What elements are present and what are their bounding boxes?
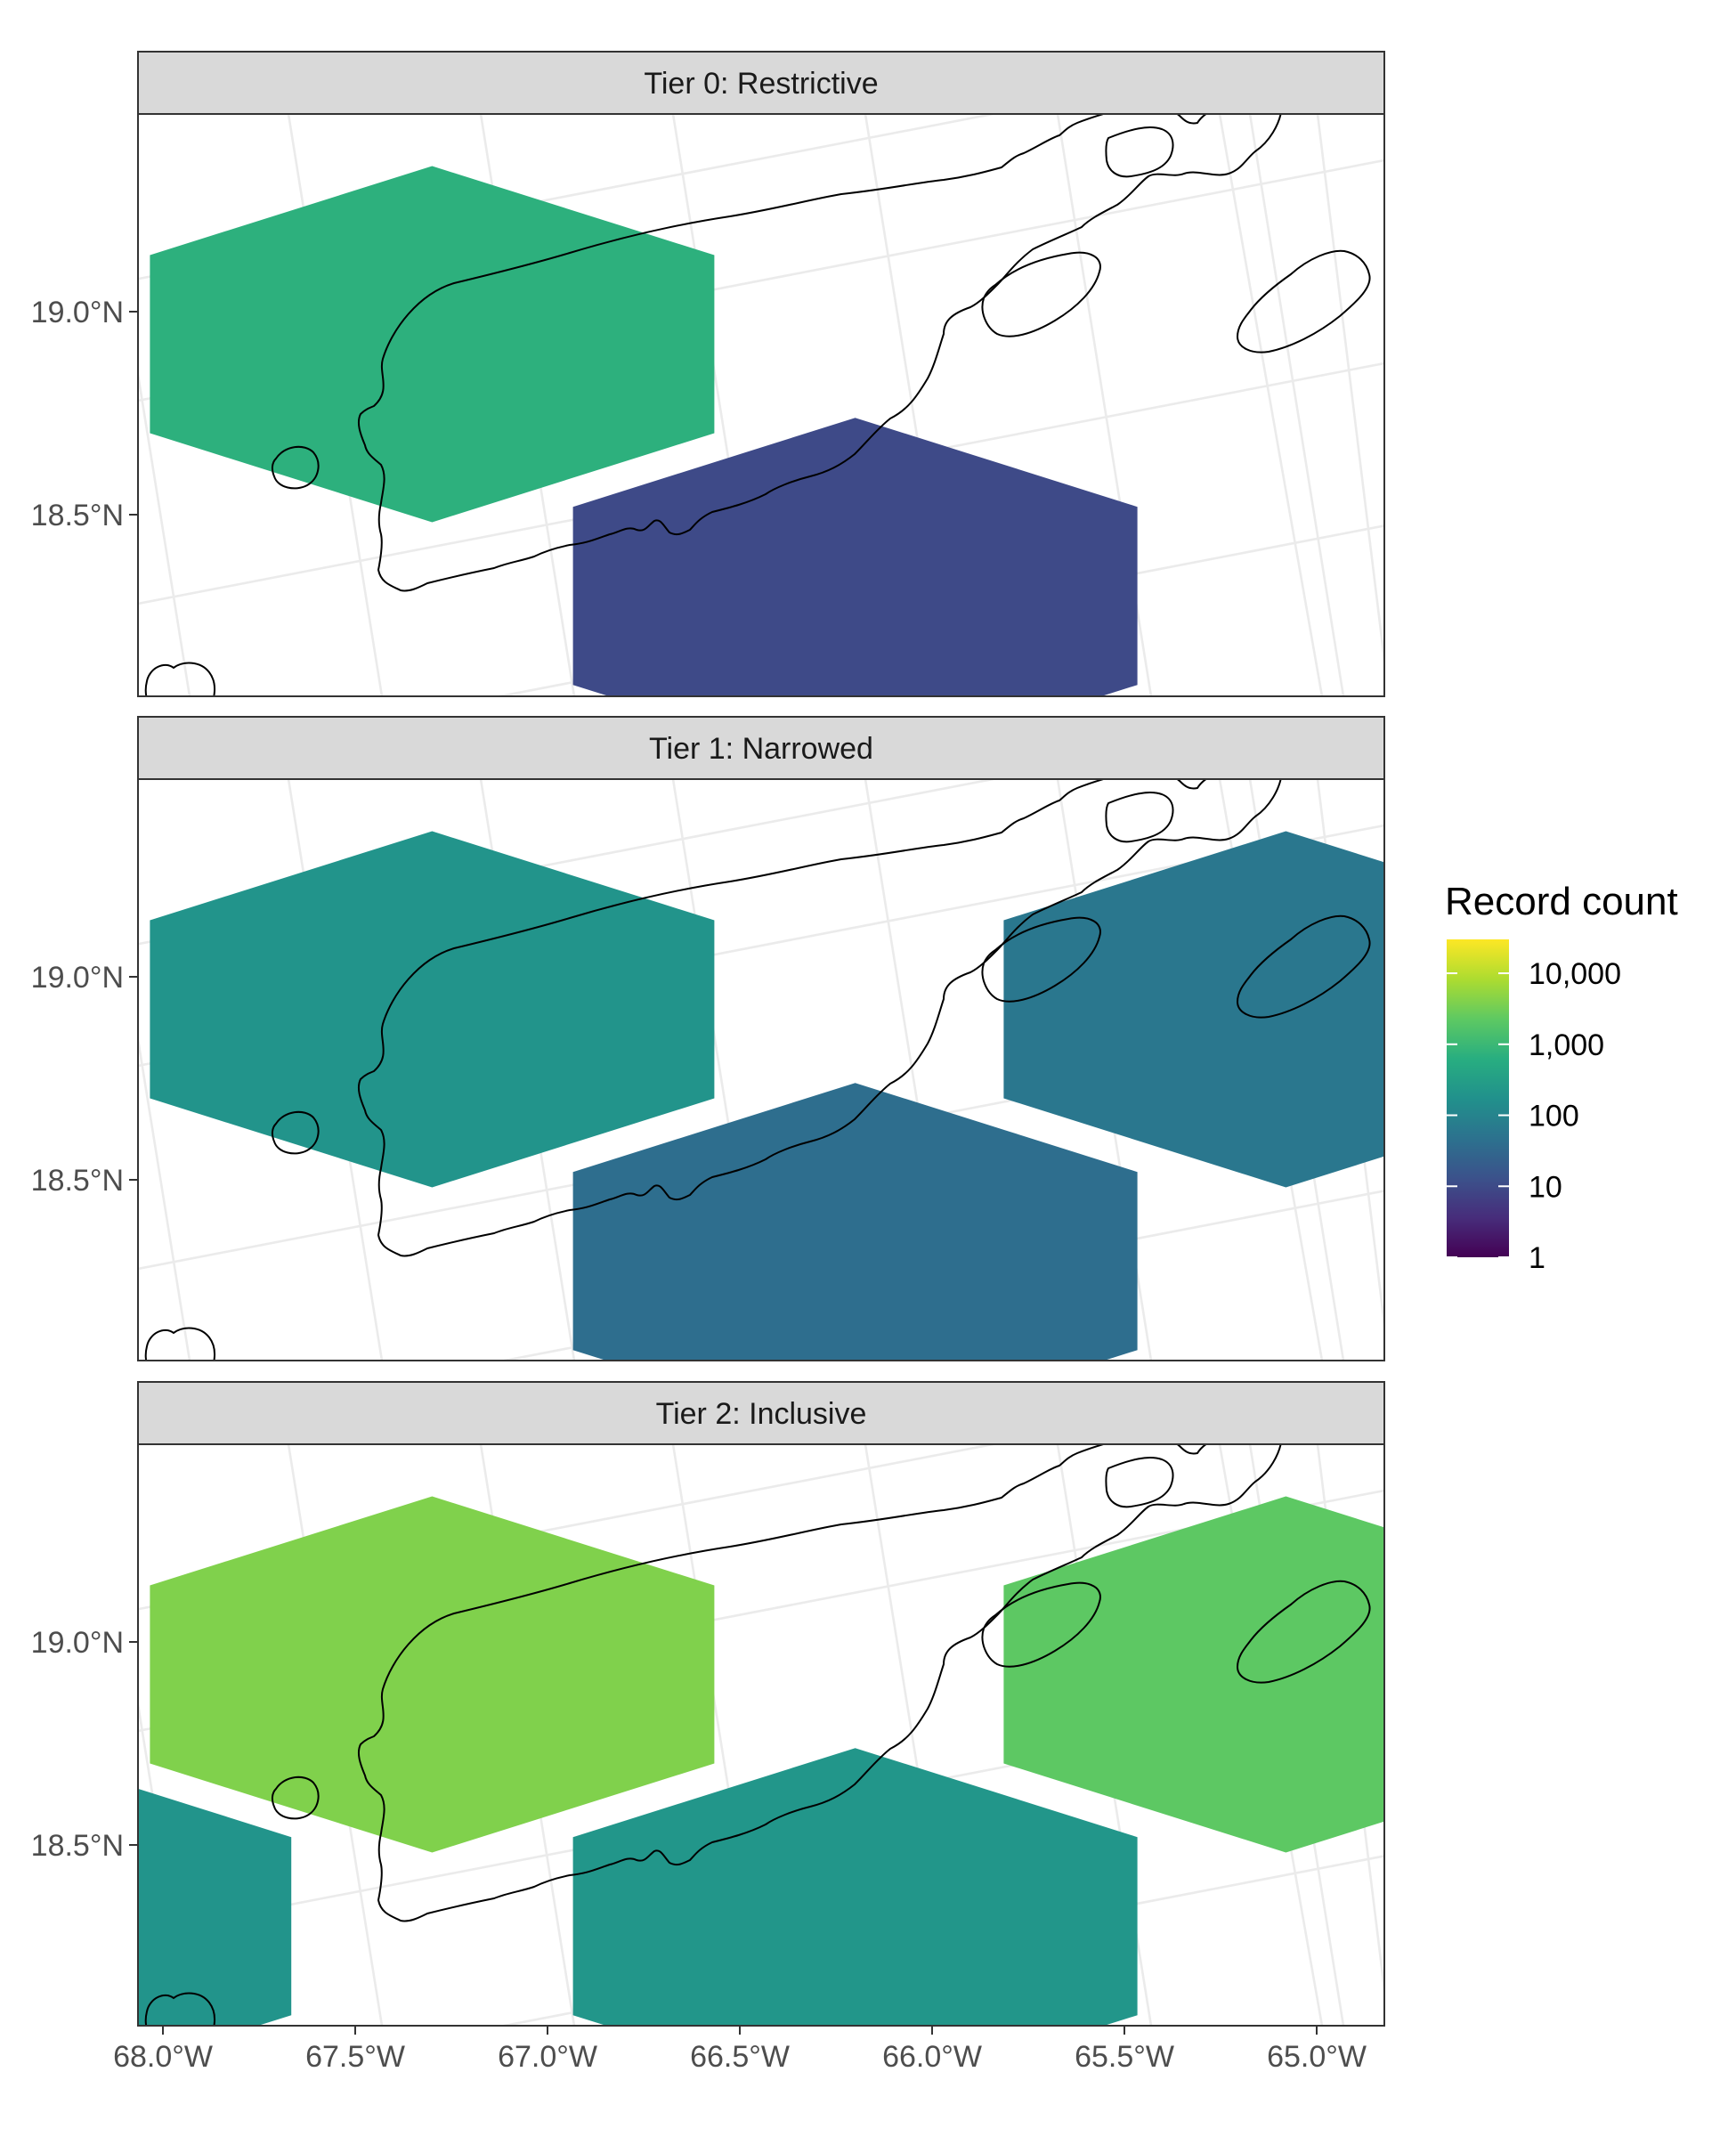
facet-panel: Tier 0: Restrictive 18.5°N 19.0°N [31, 51, 1385, 697]
x-tick-label: 68.0°W [113, 2040, 213, 2074]
legend-title: Record count [1445, 880, 1678, 923]
y-tick-label: 18.5°N [31, 1829, 124, 1863]
coastline [144, 114, 1371, 696]
y-tick-label: 19.0°N [31, 296, 124, 329]
coastline-main [357, 779, 1282, 1257]
facet-title: Tier 0: Restrictive [644, 67, 878, 101]
grid-line-x [1316, 114, 1384, 670]
x-axis: 68.0°W 67.5°W 67.0°W 66.5°W 66.0°W 65.5°W 65.0… [113, 2026, 1367, 2074]
coastline-sw [144, 1327, 215, 1361]
coastline-desecheo_like [981, 916, 1101, 1003]
coastline-sw [144, 1992, 215, 2026]
coastline [144, 779, 1371, 1361]
legend-label: 1 [1529, 1241, 1545, 1275]
facet-title: Tier 2: Inclusive [656, 1397, 867, 1431]
coastline-desecheo_like [981, 251, 1101, 337]
coastline-main [357, 114, 1282, 592]
coastline-main [357, 1444, 1282, 1922]
x-tick-label: 66.0°W [882, 2040, 982, 2074]
coastline-culebra [1105, 1457, 1174, 1508]
facet-panel: Tier 2: Inclusive 18.5°N 19.0°N [31, 1381, 1385, 2027]
facet-panel: Tier 1: Narrowed 18.5°N 19.0°N [31, 716, 1385, 1361]
y-tick-label: 19.0°N [31, 1626, 124, 1660]
grid-line-x [1248, 114, 1345, 696]
x-tick-label: 65.0°W [1267, 2040, 1367, 2074]
grid-line-x [138, 1032, 191, 1361]
y-tick-label: 18.5°N [31, 1164, 124, 1198]
facet-strip [137, 716, 1385, 780]
grid-line-x [138, 367, 191, 696]
x-tick-label: 67.0°W [498, 2040, 597, 2074]
coastline-mona [271, 445, 320, 490]
coastline-vieques [1236, 249, 1371, 353]
coastline-mona [271, 1110, 320, 1155]
coastline-vieques [1236, 914, 1371, 1019]
coastline-desecheo_like [981, 1581, 1101, 1668]
panel-border [137, 1443, 1385, 2027]
panel-border [137, 113, 1385, 697]
hex-cell-northeast [1003, 831, 1384, 1188]
facet-strip [137, 51, 1385, 115]
hex-cell-northeast [1003, 1496, 1384, 1853]
x-tick-label: 65.5°W [1075, 2040, 1174, 2074]
coastline-culebra [1105, 126, 1174, 178]
legend: Record count 1 10 100 1,000 10,000 [1445, 880, 1678, 1275]
coastline-sw [144, 662, 215, 696]
legend-label: 100 [1529, 1100, 1579, 1134]
legend-label: 10 [1529, 1170, 1562, 1204]
hex-cell-northwest [150, 1496, 715, 1853]
coastline-vieques [1236, 1580, 1371, 1684]
panel-border [137, 778, 1385, 1361]
legend-colorbar [1447, 939, 1509, 1257]
hex-cell-west [138, 1788, 292, 2026]
hex-cell-south [572, 418, 1138, 696]
hex-cell-south [572, 1083, 1138, 1361]
legend-label: 1,000 [1529, 1028, 1604, 1062]
facet-strip [137, 1381, 1385, 1445]
x-tick-label: 66.5°W [690, 2040, 790, 2074]
y-tick-label: 18.5°N [31, 499, 124, 532]
grid-line-x [1218, 114, 1324, 696]
hex-cell-south [572, 1748, 1138, 2026]
hex-cell-northwest [150, 831, 715, 1188]
x-tick-label: 67.5°W [305, 2040, 405, 2074]
coastline-culebra [1105, 792, 1174, 843]
coastline-mona [271, 1775, 320, 1820]
hex-cell-northwest [150, 166, 715, 523]
y-tick-label: 19.0°N [31, 961, 124, 995]
coastline [144, 1444, 1371, 2026]
facet-title: Tier 1: Narrowed [649, 732, 873, 766]
legend-label: 10,000 [1529, 957, 1621, 991]
